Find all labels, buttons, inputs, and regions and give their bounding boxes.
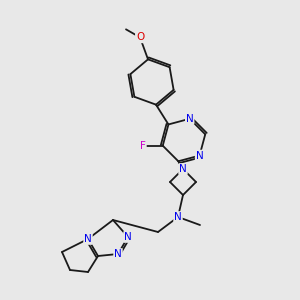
Text: N: N [196,151,203,160]
Text: N: N [186,114,194,124]
Text: F: F [140,141,146,151]
Text: O: O [136,32,144,42]
Text: N: N [179,164,187,174]
Text: N: N [114,249,122,259]
Text: N: N [174,212,182,222]
Text: N: N [124,232,132,242]
Text: N: N [84,234,92,244]
